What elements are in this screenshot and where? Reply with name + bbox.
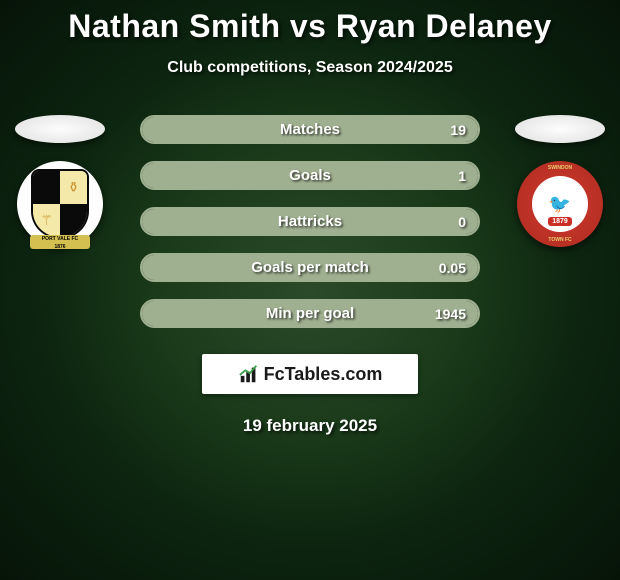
- stat-row: Min per goal 1945: [140, 299, 480, 328]
- crest-left-quadrant-icon: ⚱: [60, 171, 87, 204]
- club-crest-right: SWINDON 🐦 1879 TOWN FC: [517, 161, 603, 247]
- player-right-avatar: [515, 115, 605, 143]
- stat-row: Goals 1: [140, 161, 480, 190]
- stat-value-right: 1945: [435, 306, 466, 322]
- crest-right-year: 1879: [548, 217, 572, 226]
- crest-left-ribbon: PORT VALE FC1876: [30, 235, 90, 249]
- date-label: 19 february 2025: [0, 416, 620, 436]
- stat-label: Goals per match: [251, 259, 369, 276]
- stat-value-right: 1: [458, 168, 466, 184]
- stat-label: Hattricks: [278, 213, 342, 230]
- stats-container: Matches 19 Goals 1 Hattricks 0 Goals per match…: [140, 115, 480, 328]
- crest-right-bottom-text: TOWN FC: [548, 237, 571, 243]
- stat-value-right: 0: [458, 214, 466, 230]
- stat-label: Min per goal: [266, 305, 354, 322]
- stat-value-right: 0.05: [439, 260, 466, 276]
- crest-right-top-text: SWINDON: [548, 165, 572, 171]
- stat-row: Hattricks 0: [140, 207, 480, 236]
- stat-label: Matches: [280, 121, 340, 138]
- player-left-slot: ⚱ ⚚ PORT VALE FC1876: [10, 115, 110, 247]
- brand-badge[interactable]: FcTables.com: [202, 354, 418, 394]
- stat-label: Goals: [289, 167, 331, 184]
- stat-value-right: 19: [450, 122, 466, 138]
- bar-chart-icon: [238, 363, 260, 385]
- crest-left-quadrant-icon: ⚚: [33, 204, 60, 237]
- player-right-slot: SWINDON 🐦 1879 TOWN FC: [510, 115, 610, 247]
- subtitle: Club competitions, Season 2024/2025: [0, 59, 620, 77]
- stat-row: Matches 19: [140, 115, 480, 144]
- brand-text: FcTables.com: [264, 364, 383, 385]
- player-left-avatar: [15, 115, 105, 143]
- comparison-content: ⚱ ⚚ PORT VALE FC1876 SWINDON 🐦 1879 TOWN…: [0, 115, 620, 328]
- page-title: Nathan Smith vs Ryan Delaney: [0, 0, 620, 45]
- stat-row: Goals per match 0.05: [140, 253, 480, 282]
- robin-icon: 🐦: [549, 195, 571, 213]
- club-crest-left: ⚱ ⚚ PORT VALE FC1876: [17, 161, 103, 247]
